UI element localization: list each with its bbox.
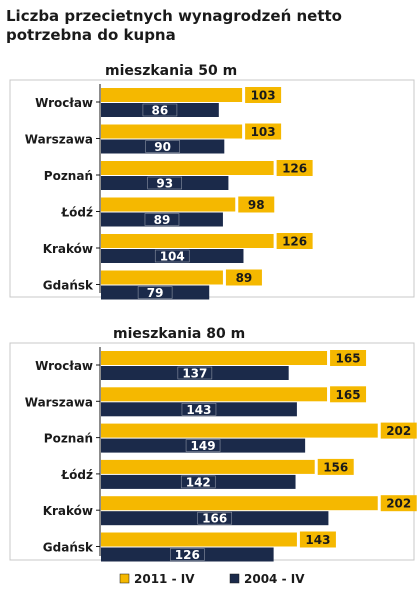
legend-swatch bbox=[119, 573, 130, 584]
bar-2011-iv bbox=[101, 532, 297, 547]
data-label-2004-iv: 142 bbox=[186, 475, 211, 489]
category-label: Gdańsk bbox=[43, 541, 94, 555]
category-label: Gdańsk bbox=[43, 279, 94, 293]
bar-2011-iv bbox=[101, 124, 243, 139]
data-label-2011-iv: 165 bbox=[336, 388, 361, 402]
chart-panel-1: mieszkania 50 m Wrocław 103 86 Warszawa 103 90… bbox=[9, 63, 415, 300]
legend-label: 2004 - IV bbox=[244, 572, 305, 586]
bar-2011-iv bbox=[101, 423, 378, 438]
data-label-box-2011-iv bbox=[238, 196, 275, 213]
data-label-box-2004-iv bbox=[154, 249, 190, 263]
data-label-box-2004-iv bbox=[181, 402, 217, 416]
bar-2011-iv bbox=[101, 351, 328, 365]
category-label: Łódź bbox=[60, 468, 93, 482]
data-label-2011-iv: 143 bbox=[305, 533, 330, 547]
data-label-2011-iv: 126 bbox=[282, 235, 307, 249]
data-label-2004-iv: 126 bbox=[175, 548, 200, 562]
chart-title-line-1: Liczba przecietnych wynagrodzeń netto bbox=[6, 7, 342, 25]
data-label-2004-iv: 143 bbox=[186, 403, 211, 417]
data-label-box-2004-iv bbox=[145, 140, 180, 153]
data-label-2004-iv: 104 bbox=[160, 250, 185, 264]
panel-subtitle: mieszkania 80 m bbox=[113, 326, 245, 342]
bar-2011-iv bbox=[101, 387, 328, 402]
chart-title-line-2: potrzebna do kupna bbox=[6, 26, 176, 44]
data-label-box-2011-iv bbox=[330, 386, 367, 403]
data-label-2004-iv: 149 bbox=[191, 439, 216, 453]
chart-legend: 2011 - IV 2004 - IV bbox=[119, 572, 305, 586]
category-label: Wrocław bbox=[35, 96, 93, 110]
data-label-box-2004-iv bbox=[197, 511, 233, 525]
data-label-2004-iv: 90 bbox=[154, 140, 171, 154]
data-label-box-2004-iv bbox=[137, 286, 173, 299]
bar-2011-iv bbox=[101, 197, 236, 212]
data-label-box-2004-iv bbox=[144, 213, 180, 226]
category-label: Poznań bbox=[44, 432, 93, 446]
data-label-box-2004-iv bbox=[170, 548, 205, 561]
data-label-2011-iv: 103 bbox=[251, 89, 276, 103]
bar-2011-iv bbox=[101, 496, 378, 511]
data-label-2004-iv: 89 bbox=[154, 213, 171, 227]
data-label-box-2011-iv bbox=[276, 160, 313, 176]
legend-label: 2011 - IV bbox=[134, 572, 195, 586]
category-label: Kraków bbox=[43, 504, 93, 518]
data-label-2004-iv: 137 bbox=[182, 367, 207, 381]
data-label-box-2004-iv bbox=[185, 439, 221, 452]
data-label-2004-iv: 86 bbox=[152, 104, 169, 118]
category-label: Poznań bbox=[44, 169, 93, 183]
data-label-box-2004-iv bbox=[142, 103, 178, 117]
legend-swatch bbox=[229, 573, 240, 584]
bar-2011-iv bbox=[101, 88, 243, 102]
data-label-box-2011-iv bbox=[380, 422, 417, 439]
data-label-box-2011-iv bbox=[299, 531, 336, 548]
data-label-2011-iv: 89 bbox=[236, 271, 253, 285]
data-label-2011-iv: 165 bbox=[336, 352, 361, 366]
bar-2011-iv bbox=[101, 459, 315, 474]
data-label-box-2011-iv bbox=[225, 269, 262, 286]
data-label-box-2004-iv bbox=[180, 475, 216, 489]
category-label: Łódź bbox=[60, 206, 93, 220]
data-label-2004-iv: 93 bbox=[156, 177, 173, 191]
chart-panel-2: mieszkania 80 m Wrocław 165 137 Warszawa 165 1… bbox=[9, 326, 417, 562]
data-label-box-2004-iv bbox=[177, 366, 213, 380]
panel-subtitle: mieszkania 50 m bbox=[105, 63, 237, 79]
data-label-box-2011-iv bbox=[317, 458, 354, 475]
data-label-2004-iv: 79 bbox=[147, 286, 164, 300]
data-label-box-2004-iv bbox=[147, 176, 183, 190]
category-label: Kraków bbox=[43, 242, 93, 256]
data-label-box-2011-iv bbox=[330, 350, 367, 366]
data-label-box-2011-iv bbox=[245, 87, 282, 103]
bar-2011-iv bbox=[101, 161, 274, 175]
data-label-box-2011-iv bbox=[276, 233, 313, 249]
data-label-2004-iv: 166 bbox=[202, 512, 227, 526]
category-label: Wrocław bbox=[35, 359, 93, 373]
data-label-2011-iv: 103 bbox=[251, 125, 276, 139]
data-label-2011-iv: 126 bbox=[282, 162, 307, 176]
chart-panels: mieszkania 50 m Wrocław 103 86 Warszawa 103 90… bbox=[9, 63, 417, 562]
data-label-2011-iv: 202 bbox=[386, 424, 411, 438]
data-label-2011-iv: 156 bbox=[323, 460, 348, 474]
bar-2011-iv bbox=[101, 270, 223, 285]
data-label-2011-iv: 202 bbox=[386, 497, 411, 511]
data-label-box-2011-iv bbox=[380, 495, 417, 512]
panel-frame bbox=[9, 79, 415, 298]
data-label-2011-iv: 98 bbox=[248, 198, 265, 212]
bar-2011-iv bbox=[101, 234, 274, 248]
category-label: Warszawa bbox=[25, 133, 93, 147]
data-label-box-2011-iv bbox=[245, 123, 282, 140]
category-label: Warszawa bbox=[25, 395, 93, 409]
